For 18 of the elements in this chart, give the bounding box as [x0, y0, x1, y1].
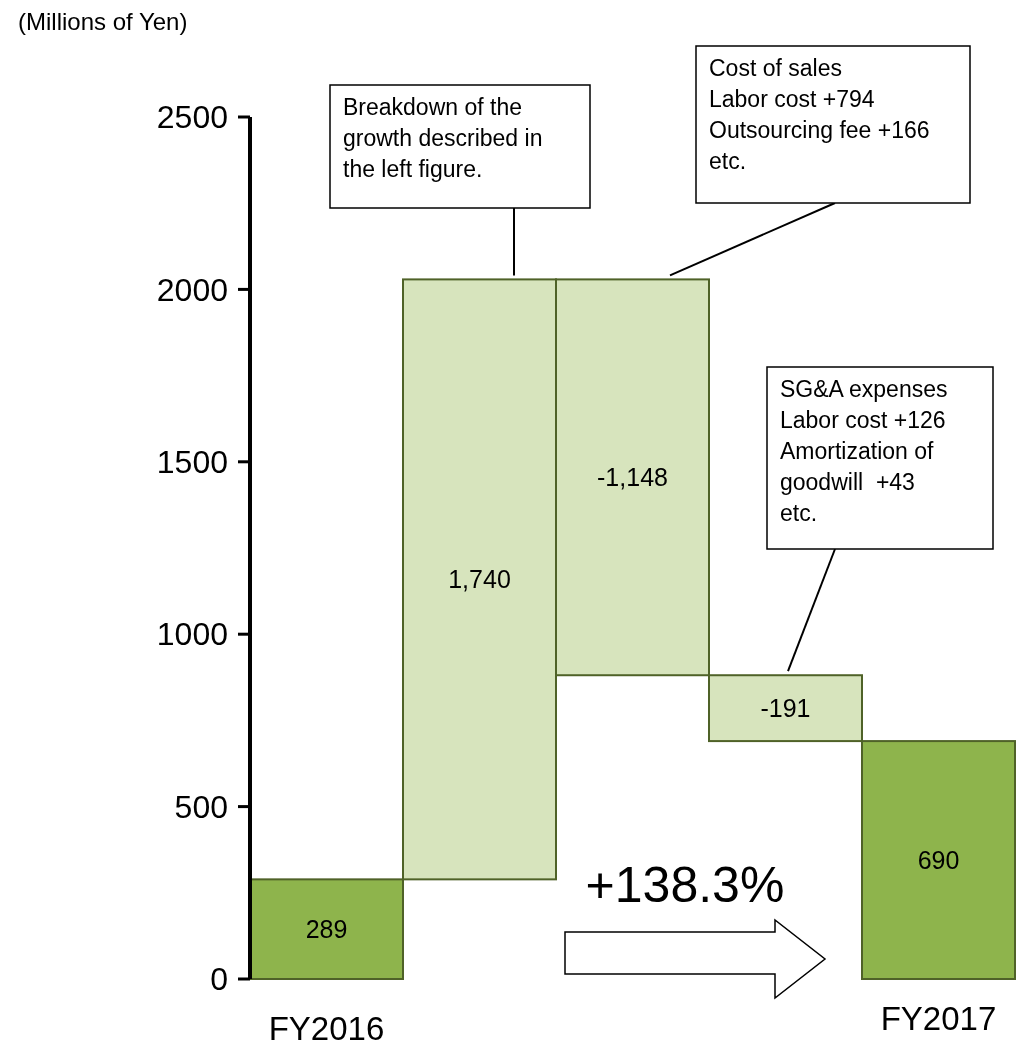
x-tick-label: FY2017 — [880, 1000, 997, 1037]
y-tick-label: 1000 — [156, 616, 228, 653]
annotation: Breakdown of the growth described in the left figure. — [343, 94, 543, 182]
y-tick-label: 1500 — [156, 444, 228, 480]
data-label: 690 — [917, 845, 960, 874]
data-label: -191 — [760, 693, 811, 722]
data-label: 1,740 — [448, 565, 511, 594]
y-tick-label: 2500 — [156, 99, 228, 136]
y-tick-label: 500 — [174, 788, 228, 825]
y-tick-label: 0 — [210, 961, 228, 998]
data-label: 289 — [305, 914, 348, 943]
annotation: SG&A expenses Labor cost +126 Amortization of goodwill +43 etc. — [780, 376, 948, 526]
y-axis-title: (Millions of Yen) — [18, 8, 188, 35]
x-tick-label: FY2016 — [268, 1010, 385, 1047]
data-label: -1,148 — [597, 463, 668, 492]
annotation: Cost of sales Labor cost +794 Outsourcing fee +166 etc. — [709, 55, 930, 174]
annotation: +138.3% — [585, 857, 785, 913]
y-tick-label: 2000 — [156, 271, 228, 308]
